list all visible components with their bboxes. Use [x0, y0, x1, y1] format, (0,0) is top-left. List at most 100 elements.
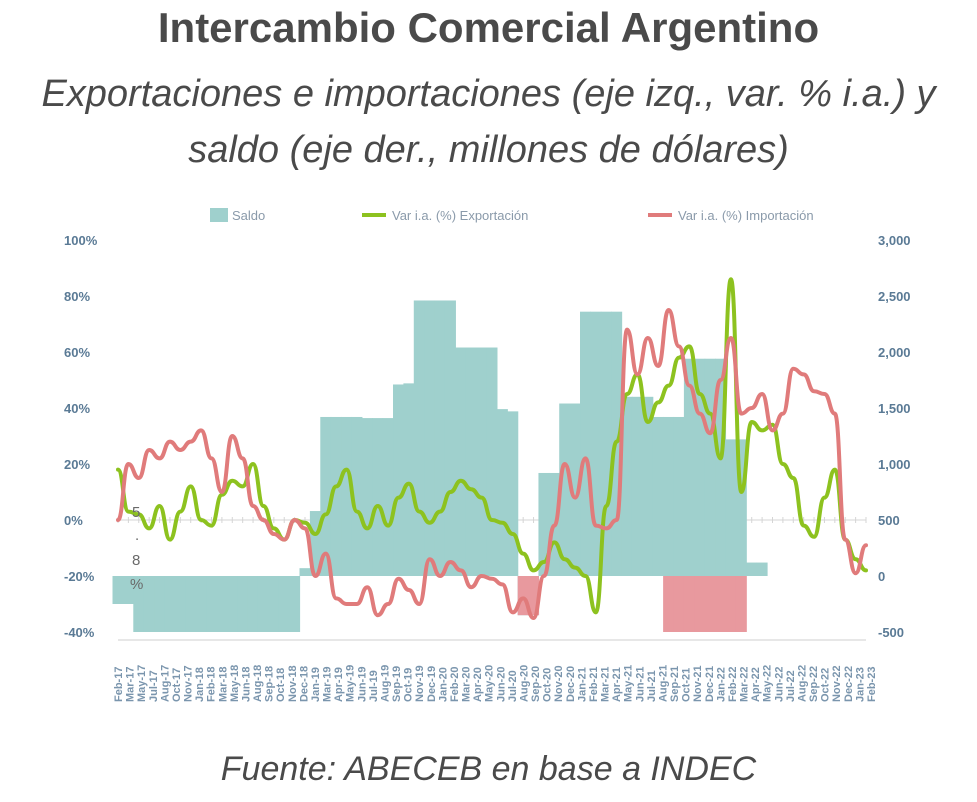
saldo-bar	[704, 358, 716, 576]
y-right-tick-label: 3,000	[878, 233, 911, 248]
stray-label: 5. 8%	[130, 504, 143, 593]
saldo-bar	[600, 311, 612, 576]
x-tick-label: May-20	[484, 665, 496, 702]
saldo-bar	[372, 418, 384, 576]
saldo-bars	[112, 300, 768, 632]
legend-label-saldo: Saldo	[232, 208, 265, 223]
saldo-bar	[174, 576, 186, 632]
saldo-bar	[694, 358, 706, 576]
y-left-tick-label: 0%	[64, 513, 83, 528]
x-tick-label: Feb-17	[113, 667, 125, 702]
y-left-tick-label: 40%	[64, 401, 90, 416]
saldo-bar	[528, 576, 540, 616]
y-left-tick-label: 80%	[64, 289, 90, 304]
x-tick-label: Mar-19	[322, 667, 334, 702]
saldo-bar	[725, 576, 737, 632]
saldo-bar	[683, 576, 695, 632]
x-tick-label: Feb-22	[727, 667, 739, 702]
y-left-tick-label: -40%	[64, 625, 95, 640]
y-left-tick-label: 100%	[64, 233, 98, 248]
saldo-bar	[621, 396, 633, 576]
saldo-bar	[444, 300, 456, 576]
saldo-bar	[538, 472, 550, 576]
x-tick-label: Nov-18	[287, 665, 299, 702]
saldo-bar	[351, 416, 363, 576]
saldo-bar	[756, 562, 768, 576]
x-tick-label: May-21	[623, 665, 635, 702]
saldo-bar	[652, 416, 664, 576]
x-tick-label: Nov-21	[692, 665, 704, 702]
saldo-bar	[299, 568, 311, 576]
saldo-bar	[496, 409, 508, 576]
x-tick-label: Jan-22	[715, 667, 727, 702]
x-tick-label: Sep-18	[264, 666, 276, 702]
axes: 100%80%60%40%20%0%-20%-40%3,0002,5002,00…	[64, 233, 911, 641]
saldo-bar	[330, 416, 342, 576]
saldo-bar	[694, 576, 706, 632]
saldo-bar	[507, 411, 519, 576]
x-tick-label: Aug-17	[159, 665, 171, 702]
saldo-bar	[476, 347, 488, 576]
saldo-bar	[361, 418, 373, 576]
x-tick-label: Jan-20	[437, 667, 449, 702]
stray-label-char: 5	[132, 504, 140, 521]
saldo-bar	[715, 576, 727, 632]
saldo-bar	[289, 576, 301, 632]
saldo-bar	[517, 576, 529, 616]
saldo-bar	[247, 576, 259, 632]
x-tick-label: Feb-18	[206, 667, 218, 702]
saldo-bar	[725, 439, 737, 576]
x-tick-label: Jan-18	[194, 667, 206, 702]
stray-label-char: 8	[132, 552, 140, 569]
saldo-bar	[559, 403, 571, 576]
x-tick-label: Jun-18	[240, 667, 252, 702]
x-tick-label: Apr-20	[472, 667, 484, 702]
y-left-tick-label: -20%	[64, 569, 95, 584]
x-tick-label: Jul-21	[646, 670, 658, 702]
importacion-line	[116, 308, 868, 620]
x-tick-label: Oct-20	[542, 668, 554, 702]
y-right-tick-label: 500	[878, 513, 900, 528]
y-right-tick-label: -500	[878, 625, 904, 640]
saldo-bar	[154, 576, 166, 632]
saldo-bar	[569, 403, 581, 576]
x-tick-label: Feb-23	[866, 667, 878, 702]
stray-label-char: .	[135, 527, 139, 544]
saldo-bar	[195, 576, 207, 632]
x-tick-label: Nov-19	[414, 665, 426, 702]
x-tick-label: Mar-20	[461, 667, 473, 702]
saldo-bar	[403, 383, 415, 576]
x-tick-label: Sep-20	[530, 666, 542, 702]
saldo-bar	[611, 311, 623, 576]
saldo-bar	[715, 358, 727, 576]
x-tick-label: Oct-21	[681, 668, 693, 702]
x-tick-label: Jan-23	[854, 667, 866, 702]
x-tick-label: Sep-22	[808, 666, 820, 702]
saldo-bar	[122, 576, 134, 604]
x-tick-label: Jun-19	[356, 667, 368, 702]
x-tick-label: Jul-17	[148, 670, 160, 702]
x-tick-label: Feb-21	[588, 667, 600, 702]
saldo-bar	[683, 358, 695, 576]
x-tick-label: Aug-18	[252, 665, 264, 702]
x-tick-label: Aug-20	[518, 665, 530, 702]
y-right-tick-label: 2,500	[878, 289, 911, 304]
x-tick-label: Aug-22	[796, 665, 808, 702]
x-tick-label: Oct-22	[820, 668, 832, 702]
x-tick-label: Dec-22	[843, 666, 855, 702]
saldo-bar	[185, 576, 197, 632]
x-tick-label: Apr-22	[750, 667, 762, 702]
x-tick-label: Mar-21	[600, 667, 612, 702]
x-tick-label: Mar-17	[125, 667, 137, 702]
x-tick-label: Mar-22	[739, 667, 751, 702]
saldo-bar	[226, 576, 238, 632]
y-right-tick-label: 2,000	[878, 345, 911, 360]
source-note: Fuente: ABECEB en base a INDEC	[220, 750, 757, 788]
x-tick-label: May-18	[229, 665, 241, 702]
legend-swatch-saldo	[210, 208, 228, 222]
x-tick-label: May-19	[345, 665, 357, 702]
y-right-tick-label: 1,000	[878, 457, 911, 472]
x-tick-label: Apr-19	[333, 667, 345, 702]
x-tick-label: Oct-17	[171, 668, 183, 702]
x-tick-label: Jan-21	[576, 667, 588, 702]
